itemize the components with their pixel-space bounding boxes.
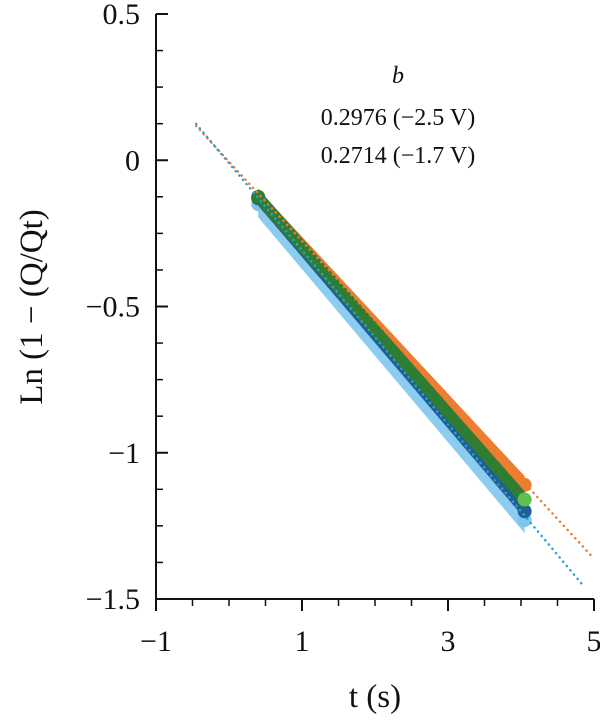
y-axis-title: Ln (1 − (Q/Qt) — [14, 209, 50, 405]
x-tick-label: 3 — [441, 625, 456, 658]
x-tick-label: −1 — [140, 625, 172, 658]
y-tick-label: −1 — [108, 437, 140, 470]
annotation-line-1: 0.2976 (−2.5 V) — [321, 105, 475, 131]
x-tick-label: 1 — [295, 625, 310, 658]
series-3-end-marker — [517, 504, 532, 519]
annotation-header: b — [392, 63, 404, 89]
y-tick-label: −1.5 — [86, 583, 140, 616]
annotation-line-2: 0.2714 (−1.7 V) — [321, 143, 475, 169]
ticks — [155, 13, 595, 611]
x-axis-title: t (s) — [349, 679, 401, 715]
x-tick-label: 5 — [587, 625, 600, 658]
y-tick-label: −0.5 — [86, 291, 140, 324]
series-4-end-marker — [517, 492, 532, 507]
y-tick-label: 0 — [125, 144, 140, 177]
series-4-marker-band — [258, 188, 525, 508]
fit-line-2 — [194, 122, 585, 587]
y-tick-label: 0.5 — [103, 0, 141, 31]
tick-labels: 0.50−0.5−1−1.5−1 1 3 5 — [86, 0, 600, 658]
fit-lines-layer — [194, 122, 596, 587]
